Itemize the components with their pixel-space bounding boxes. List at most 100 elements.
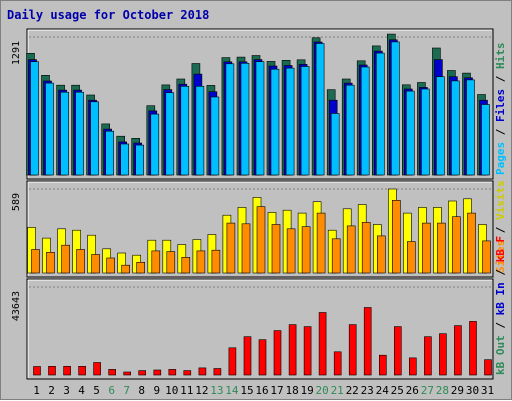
- legend-separator: /: [494, 122, 507, 142]
- bar-kb-f-day-17: [273, 330, 282, 376]
- panel-bot-ymax-label: 43643: [11, 291, 22, 321]
- x-tick-day-11: 11: [180, 384, 193, 397]
- bar-sites-day-20: [316, 212, 326, 274]
- bar-pages-day-8: [135, 144, 144, 176]
- bar-sites-day-26: [406, 241, 416, 274]
- bar-sites-day-16: [256, 206, 266, 274]
- x-tick-day-13: 13: [210, 384, 223, 397]
- legend-separator: /: [494, 262, 507, 282]
- bar-kb-f-day-12: [198, 367, 207, 376]
- x-tick-day-1: 1: [33, 384, 40, 397]
- bar-sites-day-1: [31, 249, 40, 274]
- x-tick-day-22: 22: [346, 384, 359, 397]
- bar-sites-day-3: [61, 244, 70, 274]
- bar-pages-day-21: [330, 113, 340, 176]
- legend-separator: /: [494, 315, 507, 335]
- bar-pages-day-17: [270, 68, 280, 176]
- x-tick-day-29: 29: [451, 384, 464, 397]
- bar-sites-day-23: [361, 222, 371, 274]
- x-tick-day-17: 17: [270, 384, 283, 397]
- bar-kb-f-day-9: [153, 369, 162, 376]
- x-tick-day-30: 30: [466, 384, 479, 397]
- legend-sites: Sites: [494, 240, 507, 273]
- bar-pages-day-22: [345, 84, 355, 176]
- x-axis-day-labels: 1 2 3 4 5 6 7 8 9 10 11 12 13 14 15 16 17 18 19 20 21 22 23 24 2…: [33, 384, 494, 397]
- bar-kb-f-day-20: [318, 312, 327, 376]
- bar-pages-day-2: [45, 82, 54, 176]
- x-tick-day-7: 7: [123, 384, 130, 397]
- legend-kb-in: kB In: [494, 282, 507, 315]
- bar-kb-f-day-6: [108, 369, 116, 376]
- bar-pages-day-19: [300, 66, 310, 176]
- bar-pages-day-6: [105, 130, 114, 176]
- bar-kb-f-day-10: [168, 369, 177, 376]
- panel-bot: 43643 kB Out / kB In / kB F: [11, 236, 507, 380]
- x-tick-day-21: 21: [331, 384, 344, 397]
- bar-sites-day-14: [226, 222, 236, 274]
- bar-sites-day-9: [151, 250, 161, 274]
- x-tick-day-24: 24: [376, 384, 390, 397]
- legend-separator: /: [494, 220, 507, 240]
- x-tick-day-4: 4: [78, 384, 85, 397]
- bar-sites-day-11: [181, 256, 191, 274]
- bar-kb-f-day-24: [378, 354, 387, 376]
- bar-kb-f-day-11: [183, 370, 192, 376]
- bar-pages-day-3: [60, 91, 69, 176]
- panel-mid-legend: Sites / Visits: [494, 180, 507, 273]
- bar-kb-f-day-16: [258, 339, 267, 376]
- bar-pages-day-28: [436, 76, 445, 176]
- bar-pages-day-9: [150, 113, 160, 176]
- bar-kb-f-day-4: [78, 365, 86, 376]
- bar-sites-day-5: [91, 254, 100, 274]
- bar-sites-day-18: [286, 228, 296, 274]
- x-tick-day-8: 8: [138, 384, 145, 397]
- legend-kb-f: kB F: [494, 236, 507, 263]
- bar-pages-day-26: [405, 90, 415, 176]
- bar-pages-day-27: [421, 88, 430, 176]
- bar-pages-day-23: [360, 66, 370, 176]
- bar-sites-day-17: [271, 224, 281, 274]
- bar-sites-day-2: [46, 252, 55, 274]
- bar-pages-day-4: [75, 91, 84, 176]
- bar-kb-f-day-1: [33, 366, 41, 376]
- bar-pages-day-20: [315, 43, 325, 176]
- bar-pages-day-30: [466, 79, 475, 176]
- bar-pages-day-11: [180, 86, 190, 176]
- bar-sites-day-25: [391, 200, 401, 274]
- bar-pages-day-12: [195, 86, 205, 176]
- bar-kb-f-day-28: [439, 333, 447, 376]
- x-tick-day-18: 18: [285, 384, 298, 397]
- panel-mid-ymax-label: 589: [11, 193, 22, 211]
- x-tick-day-28: 28: [436, 384, 449, 397]
- panel-top: 1291 Pages / Files / Hits: [11, 28, 507, 180]
- bar-kb-f-day-27: [424, 336, 432, 376]
- x-tick-day-9: 9: [153, 384, 160, 397]
- legend-kb-out: kB Out: [494, 335, 507, 375]
- bar-pages-day-5: [90, 101, 99, 176]
- x-tick-day-23: 23: [361, 384, 374, 397]
- bar-sites-day-29: [452, 216, 461, 274]
- panel-mid: 589 Sites / Visits: [11, 180, 507, 278]
- x-tick-day-2: 2: [48, 384, 55, 397]
- x-tick-day-31: 31: [481, 384, 494, 397]
- bar-sites-day-30: [467, 212, 476, 274]
- bar-pages-day-25: [390, 41, 400, 176]
- legend-pages: Pages: [494, 142, 507, 175]
- bar-sites-day-10: [166, 251, 176, 274]
- bar-sites-day-24: [376, 235, 386, 274]
- x-tick-day-16: 16: [255, 384, 268, 397]
- bar-kb-f-day-14: [228, 347, 237, 376]
- bar-kb-f-day-31: [484, 359, 492, 376]
- bar-pages-day-24: [375, 52, 385, 176]
- legend-files: Files: [494, 89, 507, 122]
- x-tick-day-12: 12: [195, 384, 208, 397]
- panel-top-legend: Pages / Files / Hits: [494, 43, 507, 176]
- bar-kb-f-day-19: [303, 326, 312, 376]
- panel-top-ymax-label: 1291: [11, 41, 22, 65]
- legend-visits: Visits: [494, 180, 507, 220]
- legend-hits: Hits: [494, 43, 507, 70]
- bar-pages-day-10: [165, 92, 175, 176]
- bar-pages-day-1: [30, 61, 39, 176]
- bar-sites-day-21: [331, 238, 341, 274]
